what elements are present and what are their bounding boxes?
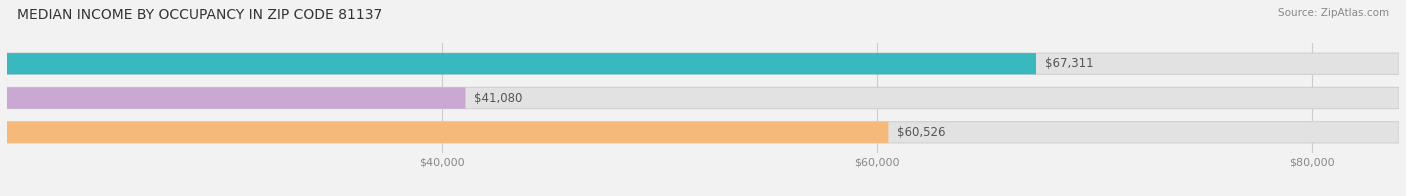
FancyBboxPatch shape [0,87,465,109]
Text: $41,080: $41,080 [474,92,523,104]
Text: MEDIAN INCOME BY OCCUPANCY IN ZIP CODE 81137: MEDIAN INCOME BY OCCUPANCY IN ZIP CODE 8… [17,8,382,22]
Text: $67,311: $67,311 [1045,57,1094,70]
Text: $60,526: $60,526 [897,126,946,139]
Text: Source: ZipAtlas.com: Source: ZipAtlas.com [1278,8,1389,18]
FancyBboxPatch shape [0,53,1036,74]
FancyBboxPatch shape [0,53,1399,74]
FancyBboxPatch shape [0,122,1399,143]
FancyBboxPatch shape [0,122,889,143]
FancyBboxPatch shape [0,87,1399,109]
